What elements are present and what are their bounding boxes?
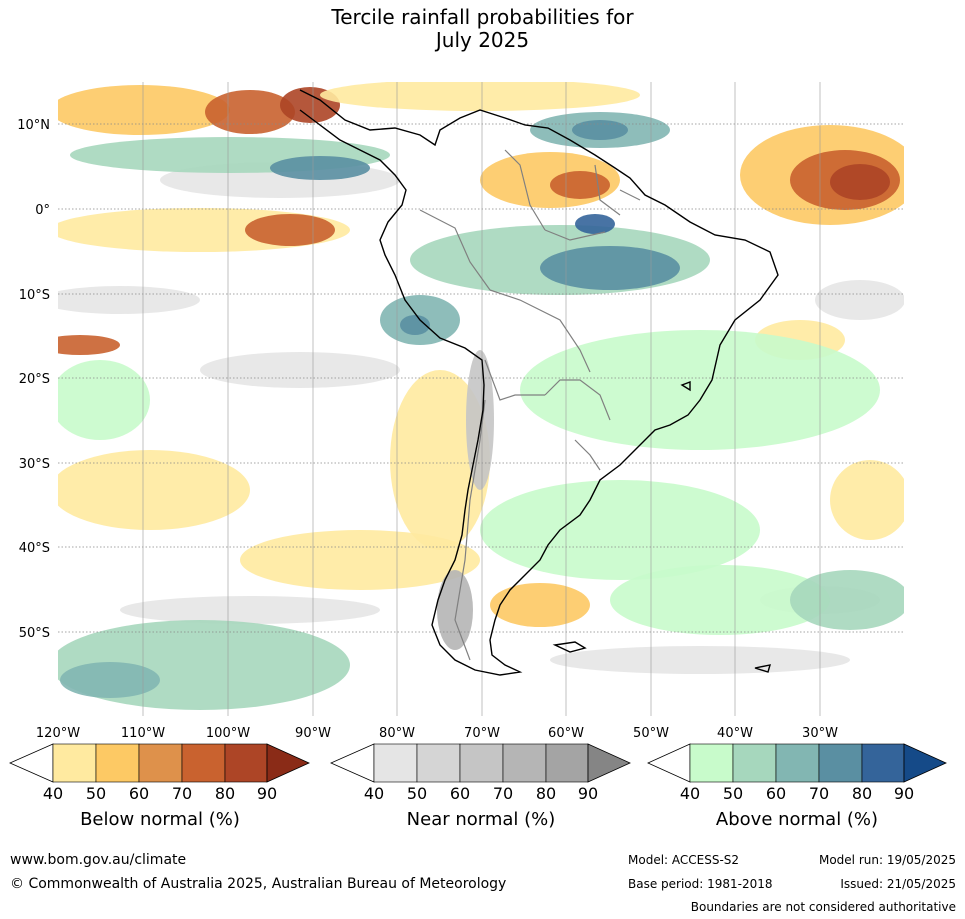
colorbar-tick: 50 [86, 784, 106, 803]
legend-label-near: Near normal (%) [407, 809, 556, 830]
lon-label: 40°W [717, 726, 753, 741]
footer-disclaimer: Boundaries are not considered authoritat… [690, 900, 956, 914]
colorbar-tick: 90 [894, 784, 914, 803]
country-borders [419, 149, 641, 661]
legend-label-below: Below normal (%) [80, 809, 240, 830]
lon-label: 50°W [633, 726, 669, 741]
colorbar-tick: 80 [215, 784, 235, 803]
lat-label: 0° [35, 203, 50, 218]
legend-label-above: Above normal (%) [716, 809, 878, 830]
colorbar-tick: 40 [680, 784, 700, 803]
colorbar-tick: 70 [172, 784, 192, 803]
lon-label: 60°W [548, 726, 584, 741]
colorbar-tick: 50 [723, 784, 743, 803]
lat-label: 50°S [19, 626, 50, 641]
footer-issued: Issued: 21/05/2025 [840, 877, 956, 891]
lon-label: 30°W [802, 726, 838, 741]
colorbar-tick: 70 [493, 784, 513, 803]
lon-label: 70°W [464, 726, 500, 741]
meridians [142, 82, 821, 716]
footer-url: www.bom.gov.au/climate [10, 852, 187, 868]
lon-label: 90°W [295, 726, 331, 741]
lat-label: 40°S [19, 541, 50, 556]
lon-label: 110°W [121, 726, 165, 741]
lat-label: 30°S [19, 457, 50, 472]
colorbar-tick: 90 [257, 784, 277, 803]
graticule [58, 123, 904, 633]
colorbar-tick: 50 [407, 784, 427, 803]
lon-label: 120°W [36, 726, 80, 741]
colorbar-tick: 60 [129, 784, 149, 803]
coastline [299, 89, 779, 676]
lat-label: 10°N [17, 118, 50, 133]
lon-label: 100°W [206, 726, 250, 741]
colorbar-tick: 60 [766, 784, 786, 803]
lat-label: 20°S [19, 372, 50, 387]
colorbar-tick: 90 [578, 784, 598, 803]
footer-model-run: Model run: 19/05/2025 [818, 853, 956, 867]
colorbar-tick: 80 [536, 784, 556, 803]
colorbar-below-normal [9, 743, 310, 783]
colorbar-tick: 60 [450, 784, 470, 803]
footer-base-period: Base period: 1981-2018 [628, 877, 773, 891]
map-title-line2: July 2025 [435, 28, 530, 52]
colorbar-tick: 70 [809, 784, 829, 803]
colorbar-tick: 40 [43, 784, 63, 803]
footer-model: Model: ACCESS-S2 [628, 853, 740, 867]
colorbar-tick: 40 [364, 784, 384, 803]
map-title-line1: Tercile rainfall probabilities for [331, 5, 634, 29]
colorbar-tick: 80 [852, 784, 872, 803]
lon-label: 80°W [379, 726, 415, 741]
footer-copyright: © Commonwealth of Australia 2025, Austra… [10, 876, 507, 892]
lat-label: 10°S [19, 288, 50, 303]
colorbar-near-normal [330, 743, 631, 783]
colorbar-above-normal [647, 743, 947, 783]
